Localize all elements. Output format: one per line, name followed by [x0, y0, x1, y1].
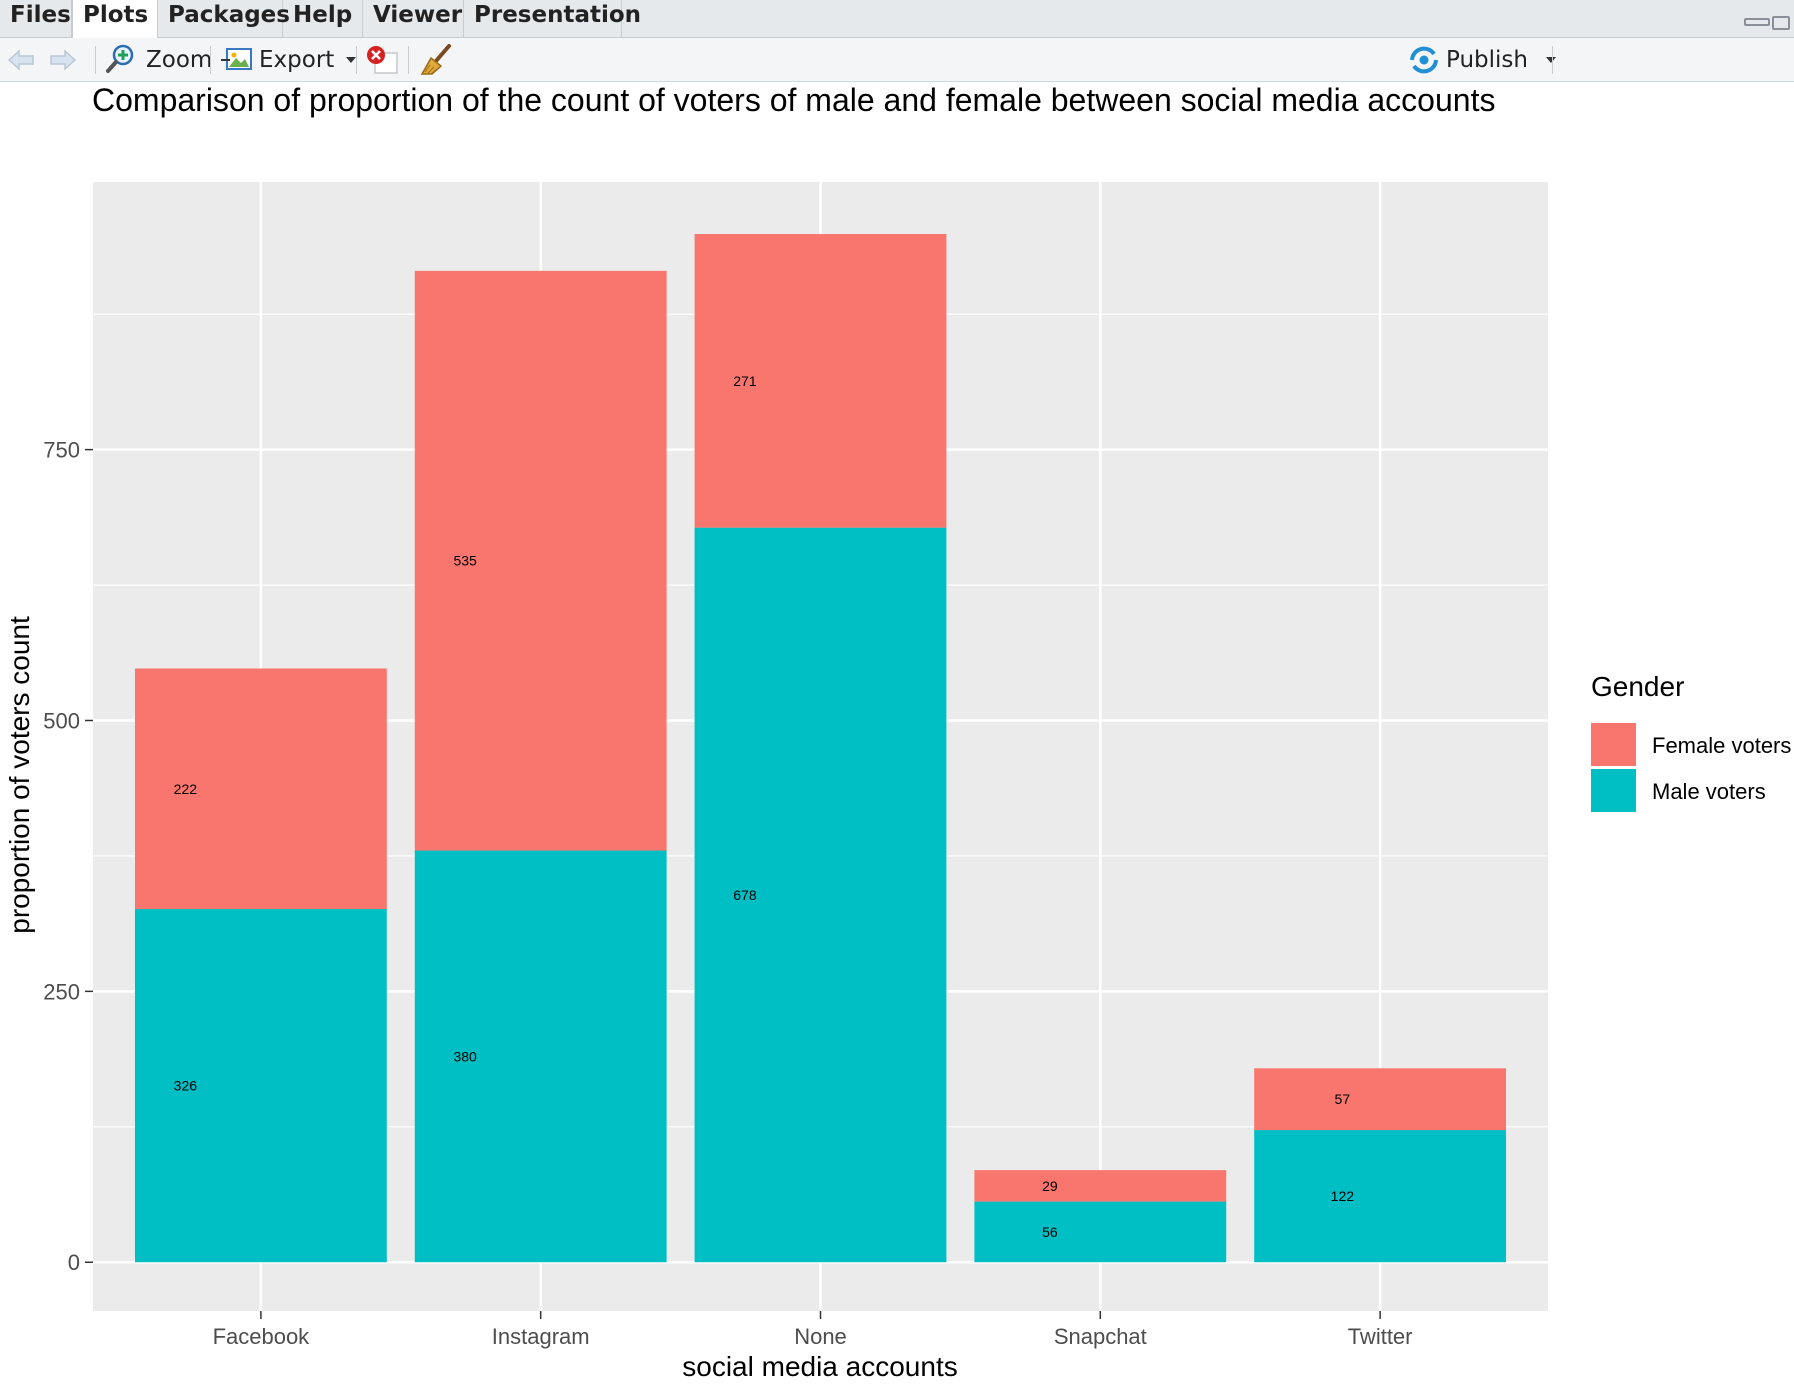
forward-button[interactable]: [48, 38, 78, 81]
y-tick-label: 750: [43, 438, 80, 463]
x-tick-label: None: [794, 1324, 847, 1349]
bar-female-instagram: [414, 270, 667, 851]
bar-label-female: 29: [1042, 1178, 1058, 1194]
broom-icon: [420, 43, 451, 75]
toolbar-divider: [356, 46, 357, 74]
legend-label-female: Female voters: [1652, 733, 1791, 758]
remove-plot-button[interactable]: [365, 38, 399, 81]
legend-key-male: [1591, 769, 1636, 812]
bar-label-male: 326: [174, 1078, 198, 1094]
x-tick-label: Facebook: [213, 1324, 311, 1349]
bar-label-female: 222: [174, 781, 198, 797]
magnifier-icon: [106, 44, 134, 73]
legend-title: Gender: [1591, 671, 1684, 702]
export-label: Export: [259, 46, 335, 73]
bar-female-snapchat: [974, 1170, 1227, 1202]
chevron-down-icon: [346, 56, 357, 63]
x-tick-label: Snapchat: [1054, 1324, 1147, 1349]
bar-female-twitter: [1254, 1068, 1507, 1131]
tab-files[interactable]: Files: [0, 0, 72, 37]
maximize-pane-icon[interactable]: [1772, 16, 1790, 30]
chart-title: Comparison of proportion of the count of…: [92, 82, 1495, 118]
legend: Gender Female voters Male voters: [1591, 671, 1791, 812]
export-image-icon: [221, 47, 252, 70]
bar-label-male: 678: [733, 887, 757, 903]
tab-label: Presentation: [474, 2, 642, 28]
arrow-left-icon: [7, 48, 34, 71]
back-button[interactable]: [6, 38, 36, 81]
tab-label: Viewer: [373, 2, 463, 28]
tab-viewer[interactable]: Viewer: [363, 0, 464, 37]
bar-label-female: 271: [733, 373, 757, 389]
x-axis: Facebook Instagram None Snapchat Twitter: [213, 1311, 1413, 1349]
bar-label-male: 380: [453, 1048, 477, 1064]
toolbar-divider: [210, 46, 211, 74]
bar-male-twitter: [1254, 1130, 1507, 1263]
stacked-bar-chart: Comparison of proportion of the count of…: [4, 82, 1791, 1382]
arrow-right-icon: [50, 48, 77, 71]
y-axis: 0 250 500 750: [43, 438, 93, 1275]
tab-packages[interactable]: Packages: [158, 0, 290, 37]
publish-menu[interactable]: Publish: [1408, 38, 1556, 81]
legend-label-male: Male voters: [1652, 779, 1766, 804]
bar-label-female: 57: [1335, 1091, 1351, 1107]
export-menu[interactable]: Export: [221, 38, 357, 81]
bar-value-labels: 326 222 380 535 678 271 56 29 122 57: [174, 373, 1355, 1240]
chevron-down-icon: [1545, 56, 1556, 63]
y-tick-label: 500: [43, 708, 80, 733]
zoom-button[interactable]: Zoom: [104, 38, 212, 81]
bar-male-none: [694, 527, 947, 1263]
bar-female-facebook: [134, 668, 387, 910]
legend-key-female: [1591, 723, 1636, 766]
publish-label: Publish: [1446, 46, 1528, 73]
toolbar-divider: [408, 46, 409, 74]
bars: [134, 234, 1507, 1263]
bar-label-female: 535: [453, 553, 477, 569]
bar-label-male: 122: [1331, 1188, 1355, 1204]
remove-plot-icon: [367, 45, 398, 74]
toolbar-divider: [1552, 46, 1553, 74]
tab-presentation[interactable]: Presentation: [464, 0, 641, 37]
tab-label: Packages: [168, 2, 290, 28]
toolbar-divider: [95, 46, 96, 74]
bar-male-snapchat: [974, 1201, 1227, 1263]
tab-label: Help: [293, 2, 353, 28]
y-tick-label: 250: [43, 979, 80, 1004]
plot-viewer: Comparison of proportion of the count of…: [0, 82, 1794, 1398]
x-axis-title: social media accounts: [682, 1351, 957, 1382]
x-tick-label: Twitter: [1348, 1324, 1413, 1349]
clear-plots-button[interactable]: [419, 38, 453, 81]
pane-tab-bar: Files Plots Packages Help Viewer Present…: [0, 0, 1794, 38]
x-tick-label: Instagram: [492, 1324, 590, 1349]
tab-help[interactable]: Help: [283, 0, 363, 37]
y-axis-title: proportion of voters count: [4, 616, 35, 934]
publish-icon: [1410, 46, 1438, 73]
bar-female-none: [694, 234, 947, 528]
bar-male-facebook: [134, 909, 387, 1263]
tab-label: Plots: [83, 2, 149, 28]
bar-label-male: 56: [1042, 1224, 1058, 1240]
zoom-label: Zoom: [146, 46, 213, 73]
tab-plots[interactable]: Plots: [72, 0, 158, 38]
bar-male-instagram: [414, 850, 667, 1263]
plots-toolbar: Zoom Export Publish: [0, 38, 1794, 82]
y-tick-label: 0: [68, 1250, 80, 1275]
minimize-pane-icon[interactable]: [1744, 18, 1770, 26]
tab-label: Files: [10, 2, 71, 28]
